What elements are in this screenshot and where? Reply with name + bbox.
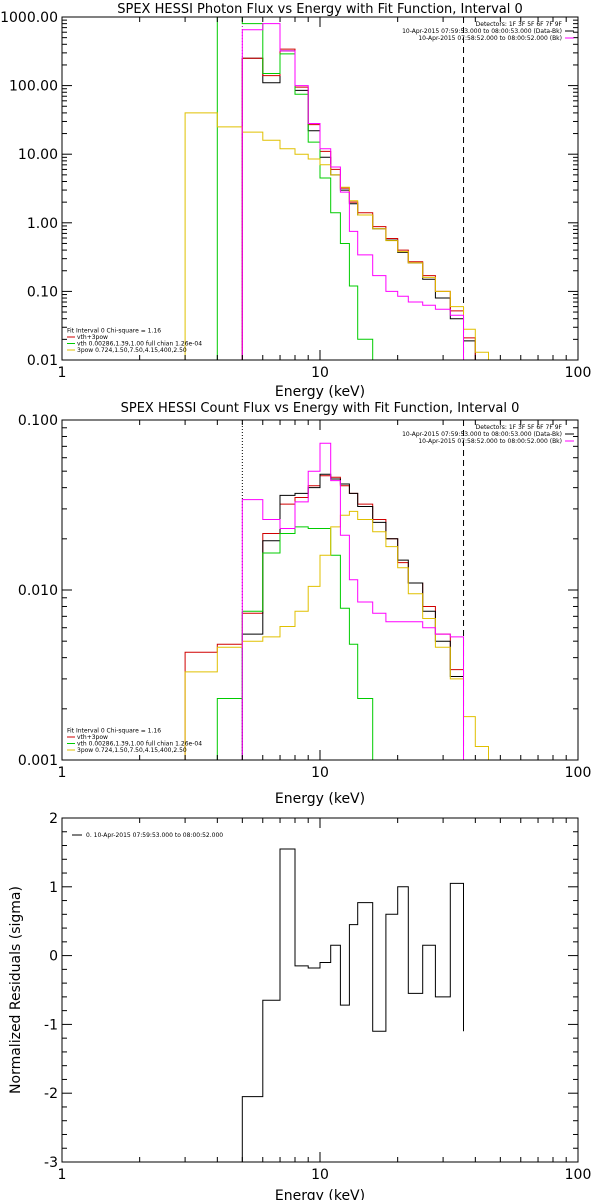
plot-area: [184, 420, 489, 760]
axes-frame: [61, 16, 579, 361]
legend-entry: Detectors: 1F 3F 5F 6F 7F 9F: [476, 21, 563, 28]
plot-area: [184, 17, 489, 360]
y-tick-label: 1.00: [27, 216, 58, 232]
x-tick-label: 10: [311, 1167, 329, 1183]
x-tick-label: 1: [58, 365, 67, 381]
legend-entry: Fit Interval 0 Chi-square = 1.16: [67, 728, 161, 735]
legend-entry: 10-Apr-2015 07:59:53.000 to 08:00:53.000…: [402, 431, 562, 438]
y-tick-label: 0.10: [27, 284, 58, 300]
legend-entry: 10-Apr-2015 07:59:53.000 to 08:00:53.000…: [402, 28, 562, 35]
y-axis-ticks: [62, 817, 578, 1163]
y-tick-label: -1: [44, 1017, 58, 1033]
legend-entry: Fit Interval 0 Chi-square = 1.16: [67, 328, 161, 335]
series-line-0: [241, 848, 464, 1162]
y-tick-label: 0: [49, 949, 58, 965]
x-axis-ticks: [61, 420, 567, 760]
legend-entry: vth+3pow: [77, 734, 108, 741]
x-tick-label: 1: [58, 765, 67, 781]
x-tick-label: 100: [565, 765, 592, 781]
legend-entry: vth 0.00286,1.39,1.00 full chian 1.26e-0…: [77, 741, 202, 748]
y-tick-label: 0.001: [18, 753, 58, 769]
series-line-2: [216, 17, 374, 360]
y-axis-label: Normalized Residuals (sigma): [8, 886, 24, 1094]
y-tick-label: 10.00: [18, 147, 58, 163]
legend-bottom-left: Fit Interval 0 Chi-square = 1.16vth+3pow…: [67, 328, 202, 354]
x-tick-label: 100: [565, 365, 592, 381]
y-tick-label: 0.100: [18, 413, 58, 429]
x-tick-label: 10: [311, 365, 329, 381]
panel-title: SPEX HESSI Photon Flux vs Energy with Fi…: [117, 2, 523, 17]
x-tick-label: 10: [311, 765, 329, 781]
series-line-0: [184, 475, 464, 760]
series-line-3: [184, 510, 489, 760]
x-axis-label: Energy (keV): [275, 384, 365, 400]
x-tick-label: 1: [58, 1167, 67, 1183]
photon-flux-panel: SPEX HESSI Photon Flux vs Energy with Fi…: [0, 2, 591, 400]
legend-entry: Detectors: 1F 3F 5F 6F 7F 9F: [476, 424, 563, 431]
series-line-3: [184, 112, 489, 360]
y-axis-ticks: [62, 427, 578, 761]
series-line-1: [241, 473, 464, 760]
y-tick-label: 100.00: [9, 79, 58, 95]
y-tick-label: -3: [44, 1155, 58, 1171]
legend-entry: 3pow 0.724,1.50,7.50,4.15,400,2.50: [77, 747, 187, 754]
legend-top-right: Detectors: 1F 3F 5F 6F 7F 9F10-Apr-2015 …: [402, 424, 574, 445]
legend-entry: vth+3pow: [77, 334, 108, 341]
series-line-4: [241, 23, 464, 360]
panel-title: SPEX HESSI Count Flux vs Energy with Fit…: [121, 401, 520, 416]
series-line-0: [241, 50, 476, 360]
series-line-2: [216, 526, 374, 760]
legend-entry: 0. 10-Apr-2015 07:59:53.000 to 08:00:52.…: [86, 832, 223, 839]
legend-entry: 10-Apr-2015 07:58:52.000 to 08:00:52.000…: [418, 438, 562, 445]
axes-frame: [61, 817, 579, 1163]
y-tick-label: -2: [44, 1086, 58, 1102]
series-line-4: [241, 442, 464, 760]
plot-area: [241, 848, 464, 1162]
x-axis-label: Energy (keV): [275, 1188, 365, 1200]
count-flux-panel: SPEX HESSI Count Flux vs Energy with Fit…: [18, 401, 591, 807]
legend-entry: 3pow 0.724,1.50,7.50,4.15,400,2.50: [77, 347, 187, 354]
y-tick-label: 0.010: [18, 583, 58, 599]
legend-entry: 10-Apr-2015 07:58:52.000 to 08:00:52.000…: [418, 35, 562, 42]
legend-top-left: 0. 10-Apr-2015 07:59:53.000 to 08:00:52.…: [72, 832, 223, 839]
x-axis-ticks: [61, 818, 567, 1162]
y-tick-label: 1: [49, 880, 58, 896]
y-tick-label: 1000.00: [0, 10, 58, 26]
y-axis-ticks: [62, 19, 578, 361]
x-tick-label: 100: [565, 1167, 592, 1183]
legend-entry: vth 0.00286,1.39,1.00 full chian 1.26e-0…: [77, 341, 202, 348]
y-tick-label: 2: [49, 811, 58, 827]
y-tick-label: 0.01: [27, 353, 58, 369]
x-axis-ticks: [61, 17, 567, 360]
x-axis-label: Energy (keV): [275, 791, 365, 807]
residuals-panel: Energy (keV) Normalized Residuals (sigma…: [8, 811, 591, 1200]
legend-bottom-left: Fit Interval 0 Chi-square = 1.16vth+3pow…: [67, 728, 202, 754]
legend-top-right: Detectors: 1F 3F 5F 6F 7F 9F10-Apr-2015 …: [402, 21, 574, 42]
series-line-1: [241, 48, 476, 360]
